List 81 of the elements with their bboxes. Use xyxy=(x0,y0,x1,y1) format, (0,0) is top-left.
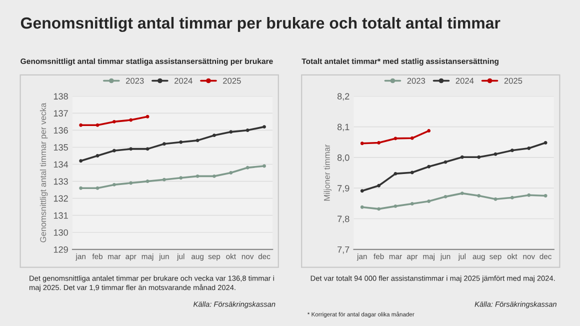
point xyxy=(262,125,266,129)
point xyxy=(179,140,183,144)
legend-label: 2024 xyxy=(456,78,474,84)
y-tick-label: 130 xyxy=(54,229,68,236)
y-tick-label: 7,8 xyxy=(338,216,350,224)
point xyxy=(477,155,481,159)
point xyxy=(460,192,464,196)
point xyxy=(112,120,116,124)
point xyxy=(262,164,266,168)
point xyxy=(377,141,381,144)
point xyxy=(162,142,166,146)
point xyxy=(229,171,233,175)
legend-label: 2023 xyxy=(407,78,426,84)
point xyxy=(544,194,548,198)
y-tick-label: 138 xyxy=(54,93,68,100)
point xyxy=(377,207,381,211)
y-tick-label: 129 xyxy=(54,246,68,253)
legend-label: 2024 xyxy=(174,78,192,84)
point xyxy=(410,170,414,174)
point xyxy=(196,138,200,142)
point xyxy=(510,196,514,200)
point xyxy=(129,181,133,185)
point xyxy=(246,166,250,170)
y-tick-label: 131 xyxy=(54,212,68,219)
point xyxy=(129,147,133,151)
point xyxy=(494,152,498,156)
y-tick-label: 7,7 xyxy=(338,246,350,254)
y-tick-label: 137 xyxy=(54,110,68,117)
point xyxy=(79,159,83,163)
point xyxy=(360,142,364,146)
point xyxy=(196,174,200,178)
point xyxy=(179,176,183,180)
point xyxy=(112,148,116,152)
point xyxy=(360,205,364,209)
y-tick-label: 135 xyxy=(54,144,68,151)
point xyxy=(510,148,514,152)
y-tick-label: 8,0 xyxy=(337,154,350,162)
chart-title: Genomsnittligt antal timmar per brukare och totalt antal timmar xyxy=(20,16,500,32)
point xyxy=(444,194,448,198)
y-tick-label: 133 xyxy=(54,178,68,185)
point xyxy=(96,186,100,190)
y-tick-label: 132 xyxy=(54,195,68,202)
point xyxy=(410,202,414,206)
point xyxy=(146,114,150,118)
y-axis-title: Miljoner timmar xyxy=(324,144,332,201)
point xyxy=(229,130,233,134)
point xyxy=(527,146,531,150)
point xyxy=(410,136,414,140)
point xyxy=(377,184,381,188)
y-tick-label: 134 xyxy=(54,161,68,168)
point xyxy=(79,123,83,127)
point xyxy=(394,172,398,176)
y-tick-label: 7,9 xyxy=(338,185,350,193)
point xyxy=(146,180,150,184)
legend-label: 2025 xyxy=(223,78,241,84)
y-tick-label: 136 xyxy=(54,127,68,134)
y-tick-label: 8,2 xyxy=(337,93,350,101)
point xyxy=(162,178,166,182)
point xyxy=(96,123,100,127)
point xyxy=(477,194,481,198)
point xyxy=(460,155,464,159)
point xyxy=(427,200,431,204)
point xyxy=(494,197,498,201)
point xyxy=(96,154,100,158)
point xyxy=(129,118,133,122)
legend-label: 2023 xyxy=(126,78,144,84)
legend-label: 2025 xyxy=(504,78,522,84)
point xyxy=(246,128,250,132)
point xyxy=(427,129,431,133)
y-axis-title: Genomsnittligt antal timmar per vecka xyxy=(40,102,48,242)
point xyxy=(79,186,83,190)
point xyxy=(360,189,364,193)
point xyxy=(212,174,216,178)
point xyxy=(394,204,398,208)
point xyxy=(544,141,548,144)
point xyxy=(527,193,531,197)
point xyxy=(112,182,116,186)
point xyxy=(427,164,431,168)
point xyxy=(212,134,216,138)
y-tick-label: 8,1 xyxy=(337,124,350,132)
line-series xyxy=(79,125,266,163)
